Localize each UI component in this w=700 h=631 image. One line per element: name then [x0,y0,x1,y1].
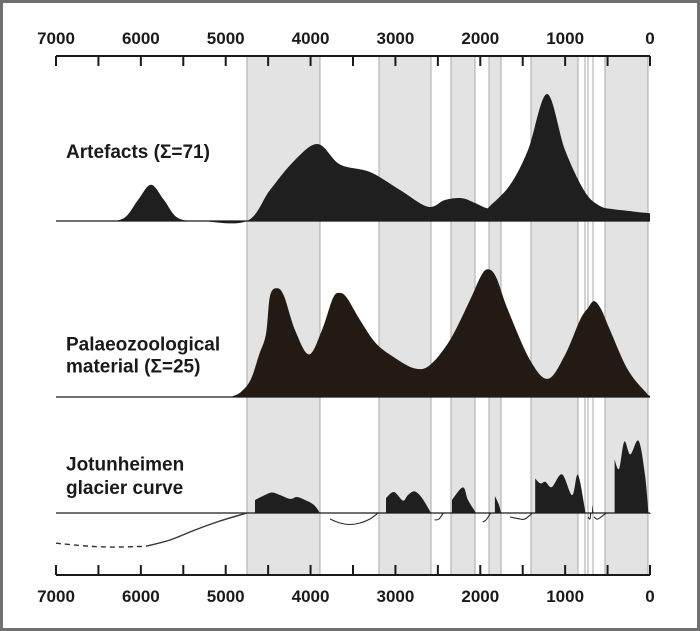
svg-text:2000: 2000 [461,29,499,48]
svg-text:7000: 7000 [37,587,75,606]
svg-text:material (Σ=25): material (Σ=25) [66,356,200,377]
svg-text:6000: 6000 [122,29,160,48]
svg-text:5000: 5000 [207,29,245,48]
svg-text:1000: 1000 [546,587,584,606]
svg-text:0: 0 [645,29,654,48]
svg-text:2000: 2000 [461,587,499,606]
svg-text:4000: 4000 [292,29,330,48]
svg-text:6000: 6000 [122,587,160,606]
svg-text:Jotunheimen: Jotunheimen [66,455,184,476]
svg-text:0: 0 [645,587,654,606]
svg-text:5000: 5000 [207,587,245,606]
svg-text:glacier curve: glacier curve [66,478,183,499]
svg-text:1000: 1000 [546,29,584,48]
svg-text:Palaeozoological: Palaeozoological [66,335,220,356]
svg-text:3000: 3000 [377,29,415,48]
svg-text:3000: 3000 [377,587,415,606]
svg-text:4000: 4000 [292,587,330,606]
svg-text:7000: 7000 [37,29,75,48]
svg-text:Artefacts (Σ=71): Artefacts (Σ=71) [66,142,210,163]
